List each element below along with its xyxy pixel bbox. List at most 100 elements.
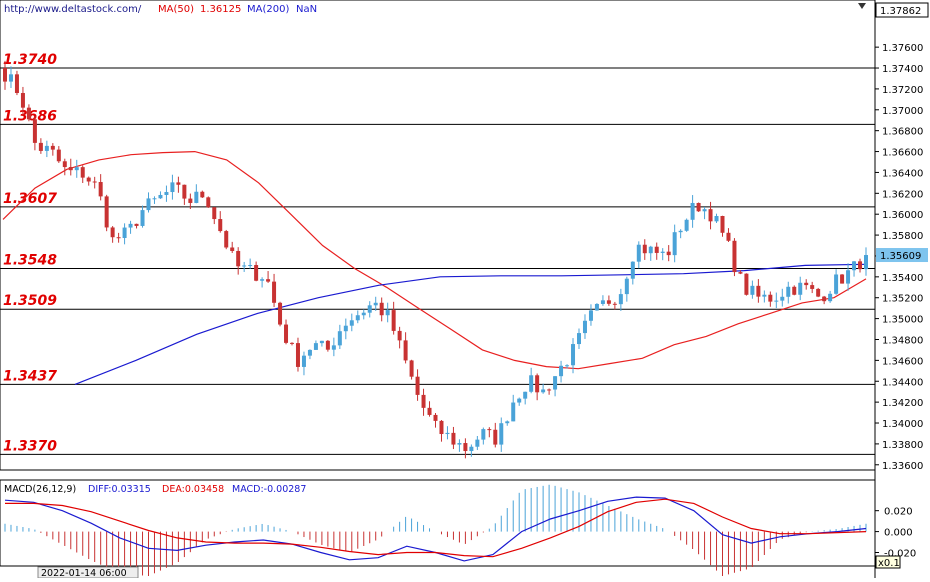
candle-body — [355, 315, 360, 321]
candle-body — [702, 209, 707, 212]
candle-body — [337, 331, 342, 346]
candle-body — [8, 74, 13, 82]
candle-body — [744, 273, 749, 295]
candle-body — [672, 232, 677, 256]
macd-dea: DEA:0.03458 — [162, 484, 224, 495]
candle-body — [248, 265, 253, 267]
candle-body — [367, 305, 372, 313]
candle-body — [427, 407, 432, 415]
candle-body — [349, 320, 354, 326]
price-tick-label: 1.37600 — [882, 43, 923, 54]
price-tick-label: 1.36600 — [882, 148, 923, 159]
candle-body — [630, 261, 635, 279]
macd-tick-label: 0.020 — [884, 507, 913, 518]
candle-body — [62, 161, 67, 168]
macd-tick-label: -0.020 — [884, 549, 916, 560]
candle-body — [690, 202, 695, 220]
support-resistance-levels: 1.37401.36861.36071.35481.35091.34371.33… — [0, 52, 875, 455]
candle-body — [577, 333, 581, 345]
price-axis: 1.37600 1.37400 1.37200 1.37000 1.36800 1.366… — [875, 43, 928, 472]
candle-body — [720, 216, 725, 233]
candle-body — [529, 375, 534, 392]
candle-body — [290, 342, 294, 344]
candle-body — [307, 349, 312, 356]
candle-body — [319, 340, 324, 344]
candle-body — [810, 285, 815, 289]
last-price-label: 1.35609 — [880, 251, 921, 262]
chevron-down-icon[interactable] — [858, 3, 866, 9]
price-tick-label: 1.34000 — [882, 419, 923, 430]
ma50-label: MA(50) — [158, 4, 194, 15]
candle-body — [654, 246, 659, 253]
site-url[interactable]: http://www.deltastock.com/ — [4, 4, 142, 15]
candle-body — [864, 255, 868, 270]
candle-body — [786, 286, 791, 297]
candle-body — [487, 429, 492, 431]
price-tick-label: 1.33800 — [882, 440, 923, 451]
candle-body — [469, 446, 474, 452]
candlesticks — [3, 60, 868, 459]
candle-body — [792, 286, 797, 295]
macd-indicator: 0.020 0.000 -0.020 — [4, 484, 916, 577]
macd-diff: DIFF:0.03315 — [88, 484, 151, 495]
candle-body — [762, 294, 767, 297]
candle-body — [624, 278, 629, 295]
candle-body — [463, 443, 468, 452]
candle-body — [385, 310, 390, 316]
candle-body — [780, 296, 785, 301]
candle-body — [409, 360, 414, 377]
price-tick-label: 1.34200 — [882, 398, 923, 409]
candle-body — [188, 198, 193, 203]
candle-body — [553, 376, 558, 390]
candle-body — [678, 230, 683, 233]
candle-body — [852, 261, 857, 271]
candle-body — [206, 197, 211, 208]
candle-body — [600, 300, 605, 304]
candle-body — [594, 303, 599, 311]
candle-body — [110, 227, 115, 238]
candle-body — [571, 344, 576, 366]
candle-body — [224, 231, 229, 248]
candle-body — [176, 182, 181, 185]
candle-body — [660, 251, 665, 253]
candle-body — [618, 294, 623, 305]
candle-body — [397, 330, 402, 341]
price-tick-label: 1.36200 — [882, 189, 923, 200]
candle-body — [122, 227, 127, 238]
candle-body — [92, 181, 97, 183]
price-tick-label: 1.37000 — [882, 106, 923, 117]
candle-body — [840, 274, 845, 284]
candle-body — [421, 394, 426, 408]
level-label: 1.3548 — [3, 252, 57, 268]
candle-body — [26, 107, 31, 120]
price-tick-label: 1.36000 — [882, 210, 923, 221]
price-tick-label: 1.34600 — [882, 356, 923, 367]
candle-body — [20, 93, 25, 108]
candle-body — [541, 389, 546, 393]
candle-body — [86, 177, 91, 182]
candle-body — [403, 340, 408, 361]
candle-body — [295, 343, 300, 367]
ma200-label: MA(200) — [247, 4, 289, 15]
candle-body — [439, 420, 444, 435]
candle-body — [750, 285, 755, 295]
price-tick-label: 1.35000 — [882, 315, 923, 326]
candle-body — [445, 432, 450, 435]
candle-body — [104, 196, 109, 228]
candle-body — [68, 167, 73, 171]
candle-body — [44, 145, 49, 151]
macd-diff-line — [4, 496, 867, 562]
zoom-box[interactable] — [875, 555, 901, 569]
candle-body — [158, 194, 163, 199]
candle-body — [361, 312, 366, 316]
candle-body — [343, 325, 348, 332]
candle-body — [80, 167, 85, 178]
candle-body — [774, 300, 779, 302]
candle-body — [266, 279, 271, 282]
candle-body — [798, 282, 803, 295]
candle-body — [128, 223, 133, 228]
candle-body — [3, 68, 7, 82]
candle-body — [547, 389, 552, 391]
zoom-label[interactable]: x0.1 — [878, 558, 900, 569]
